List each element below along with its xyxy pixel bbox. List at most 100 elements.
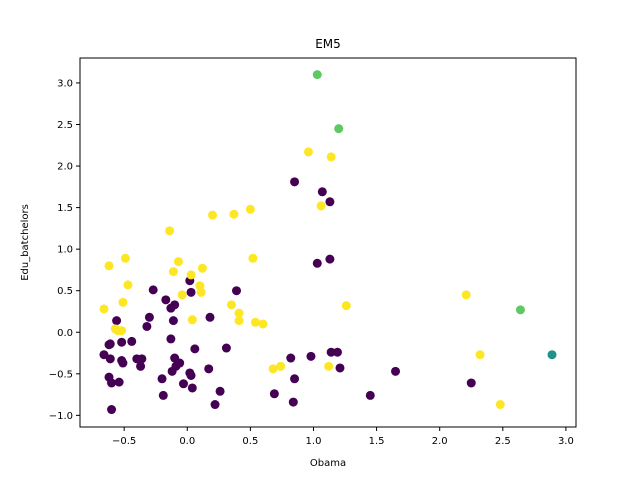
scatter-point [187,315,197,325]
y-tick-label: 2.5 [57,120,73,131]
scatter-point [515,305,525,315]
scatter-point [326,152,336,162]
scatter-point [120,253,130,263]
scatter-point [204,364,214,374]
points-layer [99,70,557,415]
scatter-point [316,201,326,211]
y-tick-label: 1.0 [57,245,73,256]
scatter-point [221,343,231,353]
scatter-point [137,354,147,364]
scatter-point [144,312,154,322]
scatter-point [268,364,278,374]
scatter-point [365,390,375,400]
scatter-point [186,270,196,280]
scatter-point [210,400,220,410]
scatter-point [317,187,327,197]
scatter-point [127,336,137,346]
scatter-point [215,386,225,396]
x-tick-label: 2.0 [432,436,448,447]
scatter-point [288,397,298,407]
x-ticks: −0.5 0.0 0.5 1.0 1.5 2.0 2.5 3.0 [112,427,574,447]
x-axis-label: Obama [310,458,346,469]
chart-title: EM5 [315,37,341,51]
scatter-point [248,253,258,263]
scatter-point [391,366,401,376]
scatter-point [312,258,322,268]
x-tick-label: 0.5 [242,436,258,447]
scatter-point [112,316,122,326]
x-tick-label: 0.0 [179,436,195,447]
scatter-point [118,358,128,368]
scatter-point [190,344,200,354]
scatter-point [208,210,218,220]
scatter-point [104,340,114,350]
scatter-point [495,400,505,410]
scatter-point [177,290,187,300]
x-tick-label: 1.5 [369,436,385,447]
x-tick-label: 3.0 [558,436,574,447]
scatter-point [229,209,239,219]
scatter-point [312,70,322,80]
scatter-point [234,308,244,318]
x-tick-label: 1.0 [306,436,322,447]
scatter-point [466,378,476,388]
scatter-point [325,254,335,264]
y-ticks: −1.0 −0.5 0.0 0.5 1.0 1.5 2.0 2.5 3.0 [49,78,80,422]
scatter-point [234,316,244,326]
scatter-point [167,366,177,376]
scatter-point [117,337,127,347]
scatter-point [186,370,196,380]
scatter-point [324,361,334,371]
scatter-point [325,197,335,207]
scatter-point [114,377,124,387]
y-tick-label: 3.0 [57,78,73,89]
y-tick-label: 0.0 [57,328,73,339]
scatter-point [166,334,176,344]
scatter-point [107,405,117,415]
scatter-point [117,326,127,336]
scatter-point [165,226,175,236]
scatter-point [290,177,300,187]
scatter-point [547,350,557,360]
scatter-point [158,390,168,400]
scatter-point [157,374,167,384]
scatter-point [187,383,197,393]
scatter-point [269,389,279,399]
scatter-point [306,351,316,361]
scatter-point [475,350,485,360]
scatter-point [173,257,183,267]
scatter-point [105,354,115,364]
scatter-point [104,261,114,271]
scatter-point [196,287,206,297]
y-tick-label: −1.0 [49,411,73,422]
scatter-point [136,361,146,371]
y-tick-label: 2.0 [57,162,73,173]
scatter-point [303,147,313,157]
scatter-point [118,297,128,307]
scatter-point [142,321,152,331]
y-tick-label: 0.5 [57,286,73,297]
scatter-point [123,280,133,290]
scatter-point [341,301,351,311]
scatter-point [168,267,178,277]
y-tick-label: −0.5 [49,369,73,380]
scatter-point [107,378,117,388]
scatter-point [250,317,260,327]
scatter-point [161,295,171,305]
scatter-point [461,290,471,300]
scatter-point [258,319,268,329]
scatter-point [195,281,205,291]
scatter-point [148,285,158,295]
scatter-point [332,347,342,357]
scatter-point [197,263,207,273]
scatter-point [335,363,345,373]
y-axis-label: Edu_batchelors [20,204,31,281]
scatter-point [334,124,344,134]
y-tick-label: 1.5 [57,203,73,214]
scatter-point [290,374,300,384]
scatter-point [326,347,336,357]
scatter-point [245,204,255,214]
plot-frame [79,57,577,428]
scatter-point [166,303,176,313]
